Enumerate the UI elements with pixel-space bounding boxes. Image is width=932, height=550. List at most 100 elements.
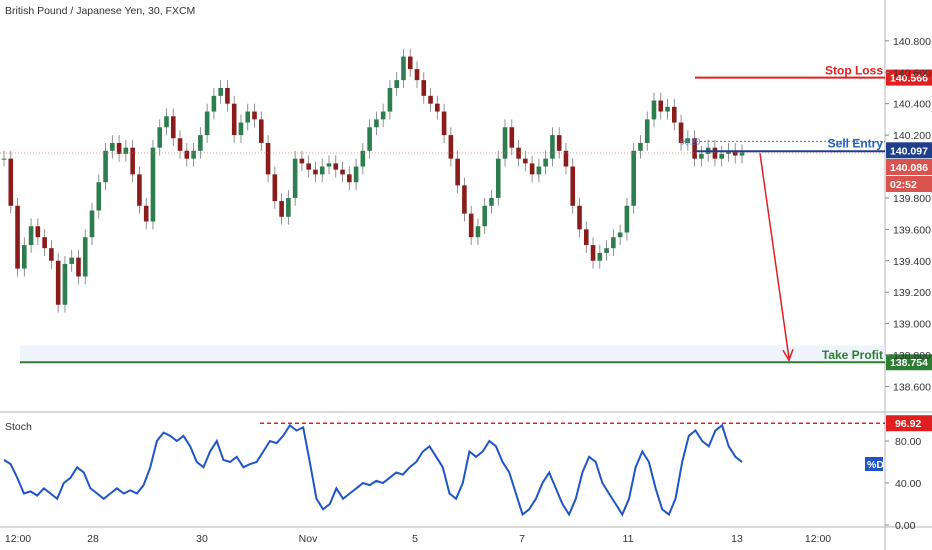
candle-body — [238, 122, 244, 136]
time-tick-label: 30 — [196, 533, 208, 545]
stop-loss-price-tag: 140.566 — [890, 73, 928, 85]
candle-body — [407, 56, 413, 70]
candle-body — [326, 163, 332, 167]
candle-body — [448, 135, 454, 159]
candle-body — [272, 174, 278, 202]
candle-body — [35, 226, 41, 238]
price-tick-label: 138.800 — [893, 350, 931, 362]
current-price-tag: 140.086 — [890, 162, 928, 174]
candle-body — [550, 135, 555, 159]
candle-body — [76, 257, 81, 277]
candle-body — [299, 158, 305, 164]
candle-body — [435, 103, 440, 112]
price-tick-label: 140.200 — [893, 130, 931, 142]
candle-body — [739, 152, 745, 156]
candle-body — [333, 163, 339, 170]
candle-body — [103, 150, 108, 183]
price-tick-label: 140.800 — [893, 36, 931, 48]
candle-body — [638, 142, 643, 151]
stoch-tick-label: 80.00 — [895, 436, 921, 448]
candle-body — [49, 248, 54, 261]
time-tick-label: 7 — [519, 533, 525, 545]
candle-body — [441, 111, 447, 136]
candle-body — [495, 158, 501, 198]
trade-levels: Stop Loss 38.20 Sell Entry Take Profit 140.5… — [0, 64, 932, 371]
countdown-tag: 02:52 — [890, 179, 917, 191]
time-tick-label: Nov — [299, 533, 318, 545]
candle-body — [286, 197, 291, 217]
candle-body — [218, 87, 223, 96]
candle-body — [157, 127, 163, 148]
candle-body — [137, 174, 142, 206]
candle-body — [258, 119, 264, 143]
take-profit-price-tag: 138.754 — [890, 357, 928, 369]
candle-body — [597, 252, 603, 261]
candle-body — [319, 166, 325, 175]
candle-body — [22, 245, 27, 269]
candle-body — [130, 147, 135, 175]
candle-body — [509, 127, 515, 148]
candle-body — [644, 119, 650, 143]
candle-body — [665, 106, 670, 112]
candle-body — [279, 201, 284, 217]
stop-loss-price-tag-bg — [886, 69, 932, 86]
time-tick-label: 5 — [412, 533, 418, 545]
candle-body — [347, 174, 352, 183]
candle-body — [462, 185, 467, 214]
candle-body — [536, 166, 542, 175]
candle-body — [699, 153, 704, 159]
candle-body — [529, 163, 535, 175]
candle-body — [516, 147, 521, 159]
candle-body — [556, 135, 562, 151]
candle-body — [563, 150, 569, 167]
price-tick-label: 139.200 — [893, 287, 931, 299]
candle-body — [292, 158, 298, 198]
candle-body — [252, 111, 257, 120]
stochastic-panel: Stoch 80.00 40.00 0.00 96.92 %D — [3, 415, 932, 532]
candle-body — [55, 260, 61, 305]
time-tick-label: 12:00 — [5, 533, 31, 545]
stoch-tick-label: 40.00 — [895, 478, 921, 490]
candle-body — [198, 135, 203, 151]
candle-body — [82, 237, 88, 277]
price-tick-label: 139.000 — [893, 319, 931, 331]
candle-body — [150, 147, 156, 222]
sell-entry-price-tag: 140.097 — [890, 145, 928, 157]
candle-body — [489, 197, 494, 206]
stoch-line — [3, 423, 743, 517]
candle-body — [170, 116, 176, 139]
candle-body — [265, 142, 271, 175]
candle-body — [184, 150, 190, 159]
candle-body — [28, 226, 34, 246]
candle-body — [726, 150, 731, 154]
candle-body — [671, 106, 677, 123]
candle-body — [482, 205, 488, 227]
candle-body — [123, 147, 129, 154]
candle-body — [678, 122, 684, 143]
candle-body — [374, 119, 379, 128]
projection-arrow-head — [782, 348, 794, 362]
stoch-tick-label: 0.00 — [895, 520, 916, 532]
take-profit-zone — [20, 345, 885, 363]
price-tick-label: 139.800 — [893, 193, 931, 205]
stoch-level-tag: 96.92 — [895, 418, 921, 430]
chart-title: British Pound / Japanese Yen, 30, FXCM — [5, 5, 195, 17]
candle-body — [624, 205, 630, 233]
candle-body — [414, 69, 420, 81]
candle-body — [543, 158, 548, 167]
candle-body — [164, 116, 169, 128]
time-tick-label: 13 — [731, 533, 743, 545]
candle-body — [204, 111, 210, 136]
candle-body — [116, 142, 122, 154]
candle-body — [719, 153, 724, 159]
candle-body — [475, 226, 481, 238]
candle-body — [468, 213, 474, 238]
stoch-title: Stoch — [5, 421, 32, 433]
candlestick-series — [1, 48, 745, 313]
candle-body — [367, 127, 372, 151]
price-tick-label: 138.600 — [893, 381, 931, 393]
candle-body — [401, 56, 406, 81]
sell-entry-price-tag-bg — [886, 142, 932, 159]
